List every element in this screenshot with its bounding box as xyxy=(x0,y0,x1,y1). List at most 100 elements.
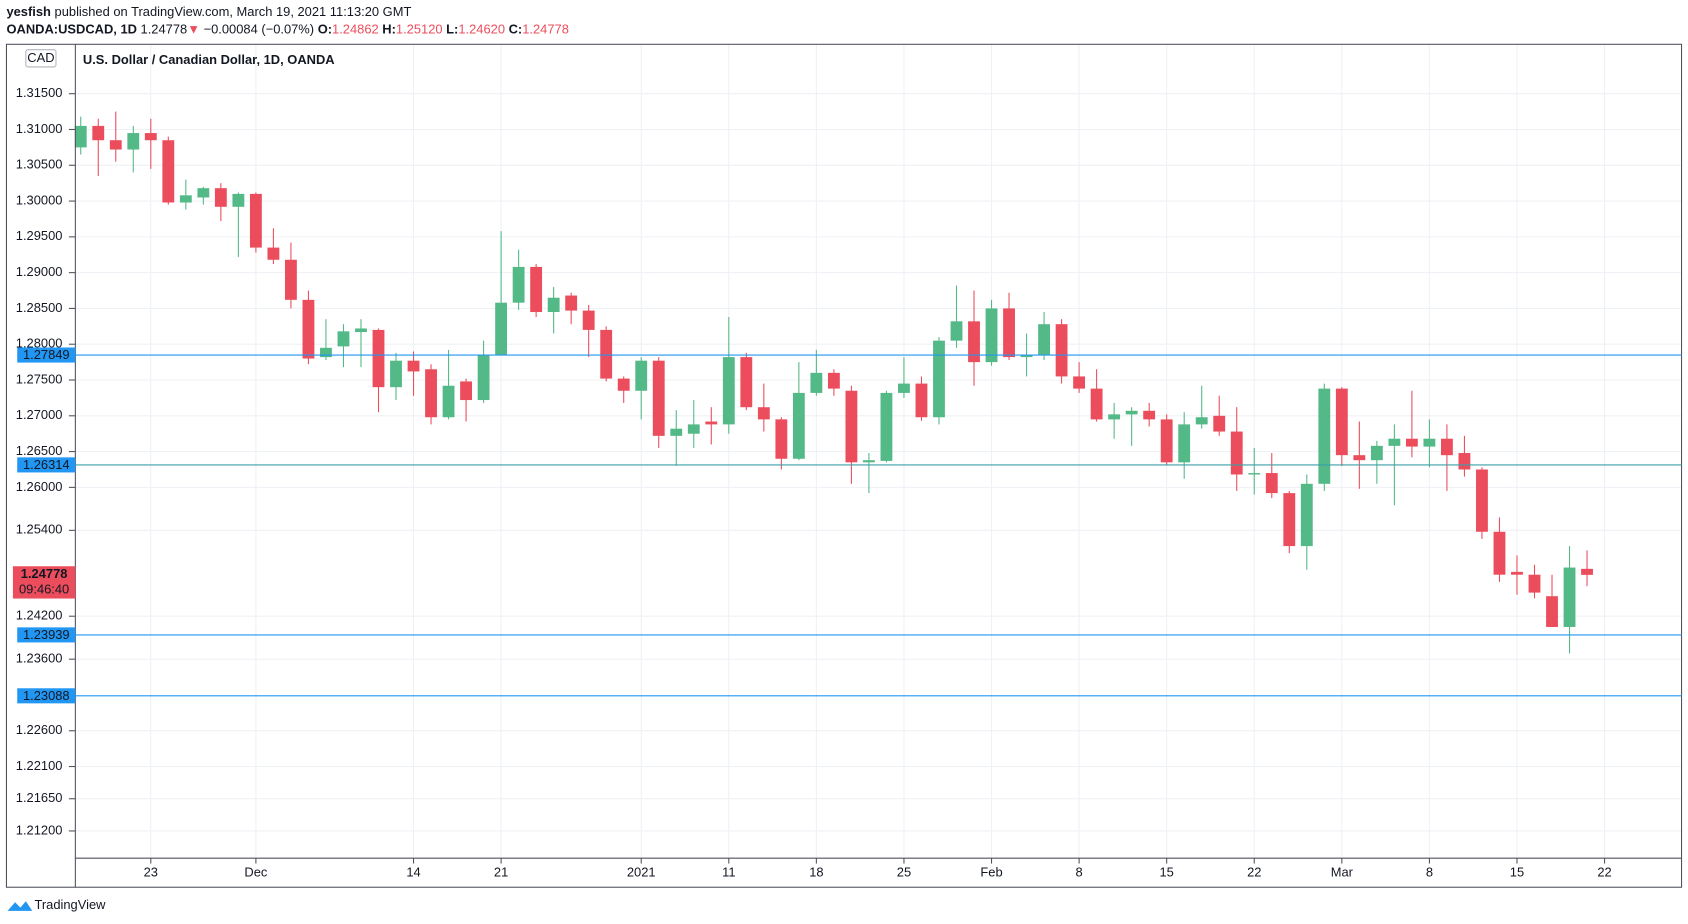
candle-body xyxy=(109,140,122,150)
candle-body xyxy=(495,302,508,355)
y-tick-label: 1.30000 xyxy=(16,192,63,207)
o-label: O: xyxy=(318,22,332,37)
y-tick-label: 1.29000 xyxy=(16,264,63,279)
y-tick-label: 1.23600 xyxy=(16,651,63,666)
x-tick-label: 23 xyxy=(144,865,158,880)
candle-body xyxy=(1300,483,1313,547)
x-tick-label: 14 xyxy=(406,865,420,880)
candle-body xyxy=(512,266,525,303)
candle-body xyxy=(460,381,472,401)
candle-body xyxy=(635,360,648,391)
candle-body xyxy=(355,328,367,333)
c-value: 1.24778 xyxy=(522,22,569,37)
y-tick-label: 1.26000 xyxy=(16,479,63,494)
x-tick-label: 15 xyxy=(1510,865,1524,880)
header-line-2: OANDA:USDCAD, 1D 1.24778▼ −0.00084 (−0.0… xyxy=(6,22,568,37)
candle-body xyxy=(582,310,595,330)
candle-body xyxy=(670,428,683,436)
y-tick-label: 1.28500 xyxy=(16,300,63,315)
y-tick-label: 1.30500 xyxy=(16,157,63,172)
candle-body xyxy=(898,383,910,393)
candle-body xyxy=(775,419,788,459)
y-tick-label: 1.21200 xyxy=(16,822,63,837)
candle-body xyxy=(652,360,665,436)
logo-icon xyxy=(7,901,33,911)
candle-body xyxy=(1195,417,1208,425)
x-tick-label: Mar xyxy=(1331,865,1354,880)
x-tick-label: Feb xyxy=(980,865,1002,880)
candle-body xyxy=(144,133,157,141)
candle-body xyxy=(1090,388,1103,420)
currency-box xyxy=(25,49,57,68)
candle-body xyxy=(827,372,840,389)
candle-body xyxy=(407,360,420,372)
candle-body xyxy=(705,421,718,425)
candle-body xyxy=(302,299,315,359)
level-label: 1.26314 xyxy=(23,457,70,472)
x-tick-label: 11 xyxy=(722,865,735,880)
candle-body xyxy=(1335,388,1348,456)
y-tick-label: 1.25400 xyxy=(16,522,63,537)
level-label: 1.23088 xyxy=(23,688,70,703)
level-label-box xyxy=(17,347,76,363)
candle-body xyxy=(1055,324,1068,377)
level-label: 1.23939 xyxy=(23,627,70,642)
y-tick-label: 1.22100 xyxy=(16,758,63,773)
y-tick-label: 1.27000 xyxy=(16,407,63,422)
x-tick-label: 8 xyxy=(1426,865,1433,880)
last: 1.24778 xyxy=(141,22,188,37)
footer-logo: TradingView xyxy=(7,897,106,912)
x-tick-label: 18 xyxy=(809,865,823,880)
y-tick-label: 1.26500 xyxy=(16,443,63,458)
x-tick-label: Dec xyxy=(244,865,267,880)
candle-body xyxy=(1423,438,1436,447)
frame xyxy=(5,43,1683,888)
candle-body xyxy=(617,378,630,391)
candle-body xyxy=(547,297,560,313)
author: yesfish xyxy=(6,4,51,19)
candle-body xyxy=(127,133,140,150)
candle-body xyxy=(179,195,192,203)
price-tag xyxy=(12,566,76,599)
h-label: H: xyxy=(382,22,396,37)
currency: CAD xyxy=(27,50,54,65)
level-label-box xyxy=(17,688,76,704)
y-tick-label: 1.29500 xyxy=(16,228,63,243)
candle-body xyxy=(810,372,823,393)
header-line-1: yesfish published on TradingView.com, Ma… xyxy=(6,4,411,19)
candle-body xyxy=(740,357,753,408)
candle-body xyxy=(1370,445,1383,461)
candle-body xyxy=(1160,419,1173,463)
candle-body xyxy=(337,331,350,347)
candle-body xyxy=(845,390,858,463)
candle-body xyxy=(863,460,875,463)
candle-body xyxy=(968,321,980,363)
candle-body xyxy=(1441,438,1453,456)
y-tick-label: 1.27500 xyxy=(16,371,63,386)
y-tick-label: 1.22600 xyxy=(16,722,63,737)
candle-body xyxy=(687,424,700,434)
y-tick-label: 1.28000 xyxy=(16,336,63,351)
candle-body xyxy=(1283,493,1296,547)
candle-body xyxy=(267,247,280,260)
candle-body xyxy=(1405,438,1418,447)
candle-body xyxy=(285,259,297,300)
candle-body xyxy=(320,347,332,358)
symbol: OANDA:USDCAD, 1D xyxy=(6,22,137,37)
candle-body xyxy=(933,340,945,418)
level-label-box xyxy=(17,627,76,643)
candle-body xyxy=(1178,424,1191,463)
candle-body xyxy=(1265,473,1278,494)
published: published on TradingView.com, March 19, … xyxy=(55,4,412,19)
candle-body xyxy=(1493,531,1506,575)
x-tick-label: 21 xyxy=(494,865,508,880)
countdown: 09:46:40 xyxy=(19,581,69,596)
c-label: C: xyxy=(509,22,523,37)
candle-body xyxy=(197,188,210,198)
candle-body xyxy=(985,308,998,363)
y-tick-label: 1.24200 xyxy=(16,608,63,623)
candle-body xyxy=(880,392,893,461)
candle-body xyxy=(372,329,385,388)
